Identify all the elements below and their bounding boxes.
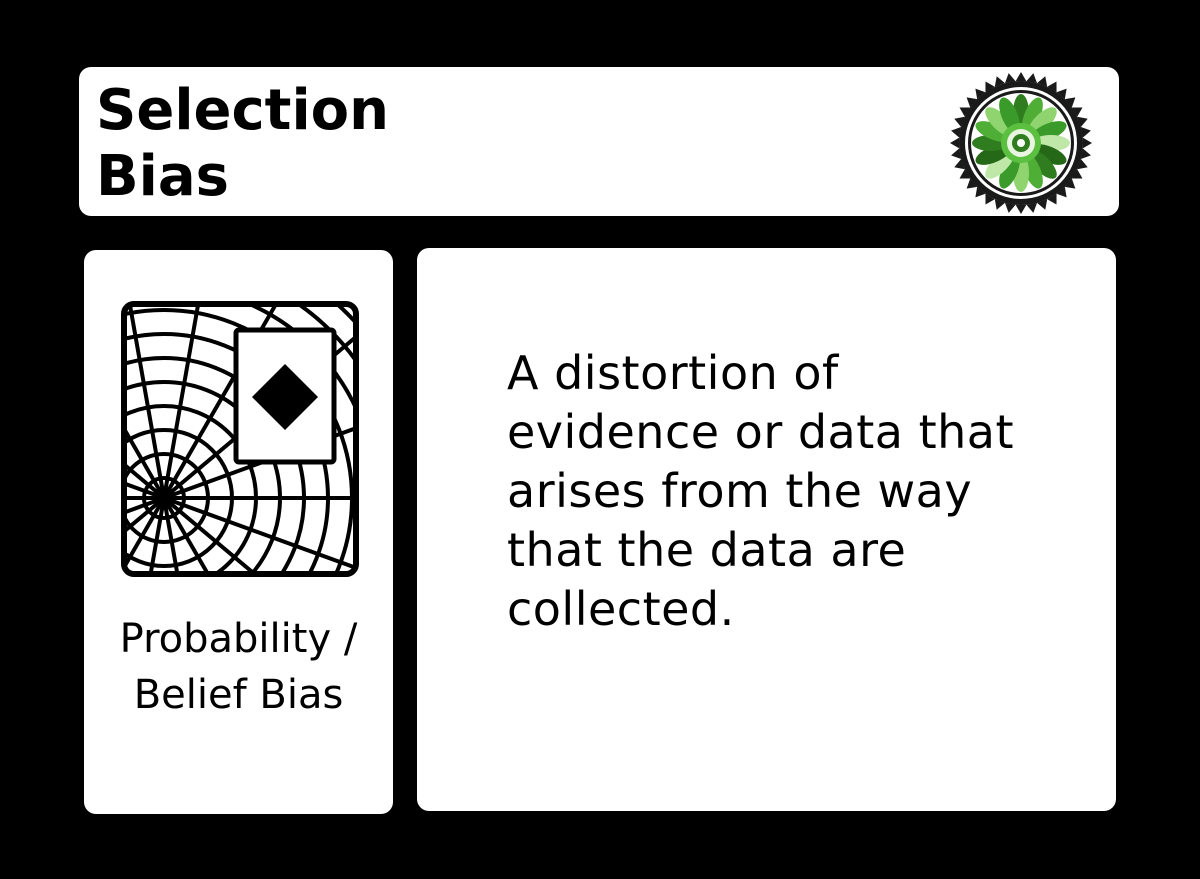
category-label-line-2: Belief Bias	[133, 672, 344, 718]
definition-line-2: evidence or data that	[507, 405, 1014, 459]
card-title-line-1: Selection	[96, 78, 389, 143]
definition-line-5: collected.	[507, 582, 735, 636]
category-card: Probability / Belief Bias	[84, 250, 393, 814]
definition-line-4: that the data are	[507, 523, 907, 577]
spiderweb-card-diamond-icon	[121, 301, 359, 577]
green-flower-seal-icon	[950, 72, 1092, 214]
category-label: Probability / Belief Bias	[84, 611, 393, 723]
card-title-line-2: Bias	[96, 144, 229, 209]
definition-line-3: arises from the way	[507, 464, 973, 518]
definition-line-1: A distortion of	[507, 346, 839, 400]
title-card: Selection Bias	[79, 67, 1119, 216]
definition-text: A distortion of evidence or data that ar…	[507, 344, 1087, 639]
definition-card: A distortion of evidence or data that ar…	[417, 248, 1116, 811]
category-label-line-1: Probability /	[119, 616, 358, 662]
